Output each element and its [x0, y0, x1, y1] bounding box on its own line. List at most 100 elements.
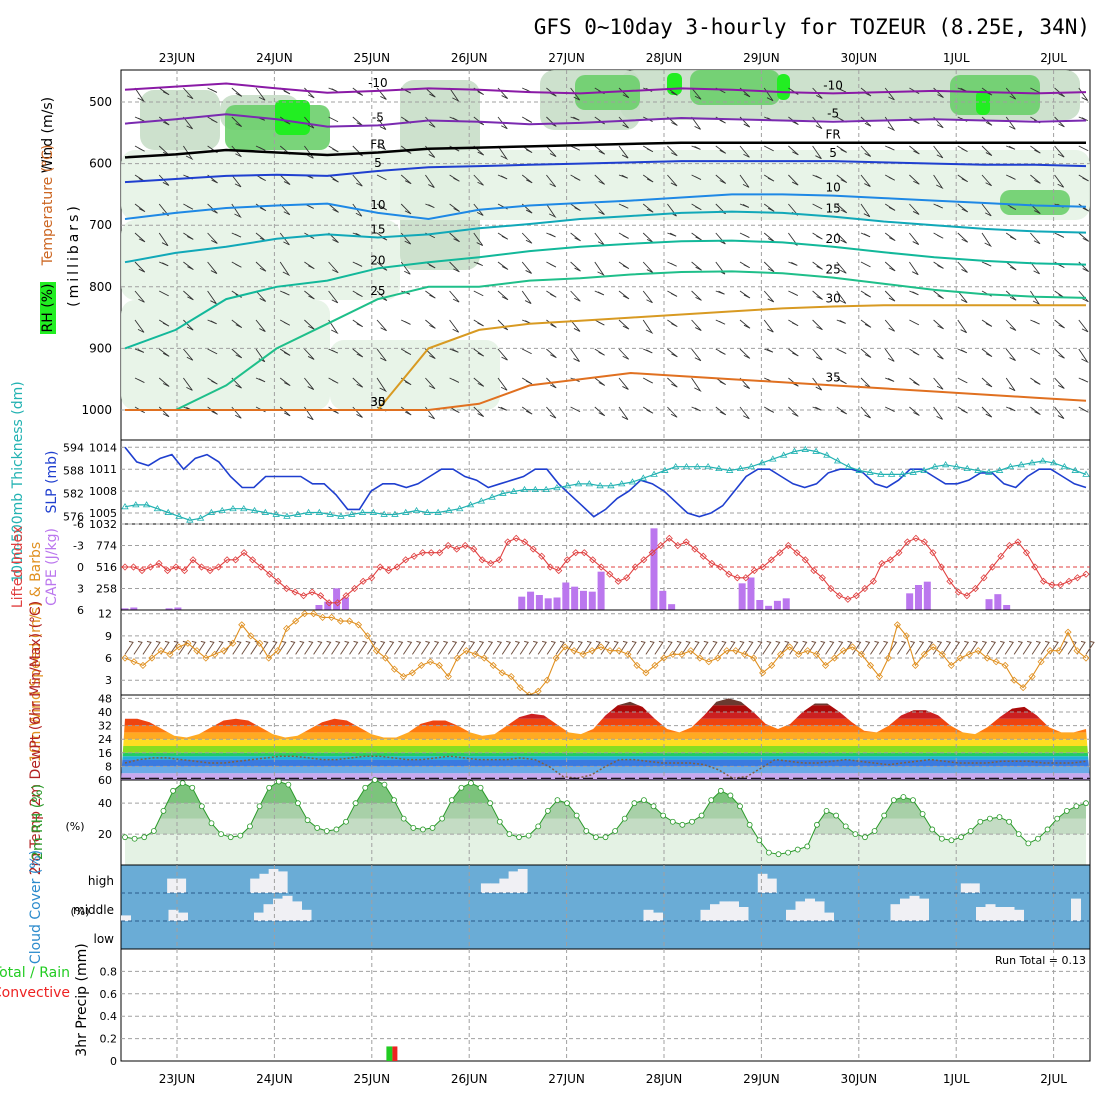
cape-bar	[562, 582, 570, 610]
cloud-bar	[1014, 909, 1024, 921]
rh2m-point	[804, 843, 811, 850]
wind-barb	[764, 348, 774, 353]
cloud-bar	[824, 912, 834, 921]
wind-10m-barb	[816, 640, 826, 655]
wind-barb	[521, 174, 533, 184]
wind-barb	[1078, 319, 1089, 333]
wind-barb	[812, 203, 823, 210]
wind-speed-point	[534, 687, 542, 695]
lifted-point	[342, 592, 350, 600]
isotherm-label: 30	[825, 292, 840, 306]
isotherm-label: FR	[370, 138, 385, 152]
wind-speed-point	[157, 647, 165, 655]
date-label-top: 25JUN	[354, 51, 391, 65]
wind-barb	[352, 174, 363, 187]
wind-barb	[1005, 319, 1017, 331]
temp-tick: 16	[98, 747, 112, 760]
wind-barb	[207, 116, 218, 123]
wind-barb	[642, 174, 654, 183]
lifted-point	[937, 563, 945, 571]
thickness-point	[941, 461, 950, 468]
lifted-point	[895, 549, 903, 557]
wind-speed-point	[947, 661, 955, 670]
wind-barb	[376, 319, 387, 332]
upper-air-grid	[121, 70, 1090, 440]
wind-barb	[1078, 377, 1089, 383]
rh2m-point	[535, 823, 542, 830]
wind-barb	[183, 116, 193, 130]
rh2m-point	[323, 828, 330, 834]
thickness-point	[520, 485, 529, 493]
wind-speed-point	[184, 639, 192, 647]
wind-10m-barb	[349, 640, 359, 655]
cloud-bar	[729, 901, 739, 921]
wind-barb	[570, 406, 581, 413]
wind-speed-point	[166, 650, 174, 658]
thickness-point	[887, 470, 896, 477]
thickness-point	[671, 462, 680, 470]
slp-axis: 1005 1008 1011 1014 576 582 588 594	[63, 441, 117, 523]
wind-barb	[183, 87, 194, 100]
wind-barb	[134, 232, 146, 243]
wind-speed-point	[902, 632, 910, 640]
wind-barb	[521, 116, 533, 123]
isotherm-line	[124, 141, 1086, 159]
wind-barb	[933, 348, 944, 360]
wind-barb	[352, 319, 363, 328]
wind-barb	[739, 203, 750, 208]
thickness-point	[175, 512, 183, 519]
wind-barb	[885, 145, 895, 151]
lifted-point	[776, 549, 784, 557]
thickness-point	[358, 508, 367, 515]
thickness-point	[1028, 459, 1036, 466]
cape-tick: 774	[96, 540, 117, 553]
wind-barb	[449, 319, 460, 333]
wind-barb	[400, 377, 412, 386]
thickness-point	[866, 468, 874, 475]
wind-barb	[546, 290, 557, 298]
lifted-point	[767, 556, 775, 564]
wind-speed-point	[336, 617, 345, 625]
wind-barb	[400, 348, 412, 355]
precip-tick: 0.6	[100, 988, 118, 1001]
cape-bar	[527, 591, 535, 610]
wind-barb	[715, 290, 725, 295]
isotherm-label: 20	[370, 253, 385, 267]
rh2m-point	[765, 849, 772, 856]
wind-10m-barb	[403, 640, 413, 655]
rh2m-point	[554, 797, 561, 803]
lifted-tick: 3	[77, 583, 84, 596]
wind-barb	[836, 261, 847, 274]
cape-bar	[535, 595, 543, 610]
cloud-bar	[653, 912, 663, 921]
wind-barb	[279, 174, 291, 185]
wind-10m-barb	[762, 640, 772, 655]
rh2m-point	[1025, 840, 1032, 847]
wind-speed-point	[687, 647, 695, 655]
wind-barb	[1078, 174, 1089, 182]
wind-speed-point	[498, 669, 506, 677]
cape-bar	[121, 608, 129, 610]
wind-10m-barb	[905, 640, 916, 655]
wind-barb	[836, 319, 846, 324]
rh2m-axis: 20 40 (%)	[65, 797, 112, 841]
lifted-point	[385, 567, 393, 575]
pressure-tick: 800	[89, 280, 112, 294]
isotherm-label: -5	[372, 110, 384, 124]
wind-barb	[715, 406, 727, 416]
wind-barb	[1054, 174, 1065, 188]
thickness-point	[315, 508, 324, 515]
thickness-point	[391, 510, 399, 517]
wind-barb	[280, 290, 290, 296]
lifted-point	[725, 570, 733, 578]
rh2m-percent-unit: (%)	[65, 820, 84, 833]
wind-barb	[739, 319, 751, 329]
pressure-axis-label: (millibars)	[66, 203, 82, 307]
thickness-point	[952, 462, 961, 470]
wind-10m-barb	[483, 640, 494, 655]
cloud-grid	[121, 865, 1090, 949]
wind-barb	[909, 203, 920, 215]
wind-10m-barb	[932, 640, 943, 655]
wind-barb	[739, 261, 750, 269]
cape-bar	[1003, 605, 1011, 610]
